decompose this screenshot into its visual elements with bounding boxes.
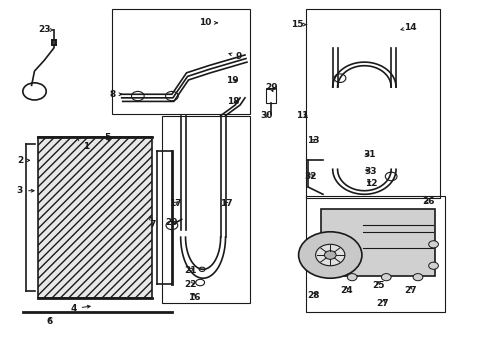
Text: 26: 26 bbox=[422, 197, 435, 206]
Text: 27: 27 bbox=[377, 299, 389, 308]
Text: 17: 17 bbox=[220, 199, 233, 208]
Text: 15: 15 bbox=[292, 20, 307, 29]
Text: 12: 12 bbox=[366, 179, 378, 188]
Circle shape bbox=[381, 274, 391, 281]
Polygon shape bbox=[320, 208, 435, 276]
Circle shape bbox=[429, 241, 439, 248]
Text: 7: 7 bbox=[149, 217, 156, 229]
Text: 1: 1 bbox=[78, 138, 90, 150]
Circle shape bbox=[324, 251, 336, 259]
Circle shape bbox=[298, 232, 362, 278]
Text: 20: 20 bbox=[166, 219, 178, 228]
Text: 27: 27 bbox=[404, 286, 417, 295]
Text: 30: 30 bbox=[260, 111, 272, 120]
Text: 18: 18 bbox=[226, 97, 239, 106]
Text: 4: 4 bbox=[70, 304, 90, 313]
Text: 29: 29 bbox=[265, 83, 278, 92]
Text: 6: 6 bbox=[47, 316, 53, 325]
Circle shape bbox=[413, 274, 423, 281]
Text: 9: 9 bbox=[229, 52, 243, 61]
Text: 5: 5 bbox=[104, 133, 111, 142]
Text: 22: 22 bbox=[184, 280, 196, 289]
Text: 10: 10 bbox=[199, 18, 217, 27]
Polygon shape bbox=[38, 137, 152, 298]
Text: 32: 32 bbox=[304, 172, 317, 181]
Circle shape bbox=[429, 262, 439, 269]
Text: 11: 11 bbox=[296, 111, 309, 120]
Text: 17: 17 bbox=[170, 199, 182, 208]
Text: 25: 25 bbox=[372, 281, 384, 290]
Text: 3: 3 bbox=[17, 186, 34, 195]
Circle shape bbox=[316, 244, 345, 266]
Text: 13: 13 bbox=[307, 136, 319, 145]
Text: 28: 28 bbox=[307, 291, 319, 300]
Text: 16: 16 bbox=[188, 293, 200, 302]
Text: 19: 19 bbox=[226, 76, 239, 85]
Text: 2: 2 bbox=[17, 156, 29, 165]
Text: 8: 8 bbox=[109, 90, 122, 99]
Text: 31: 31 bbox=[364, 150, 376, 159]
Text: 21: 21 bbox=[184, 266, 196, 275]
Text: 24: 24 bbox=[340, 286, 353, 295]
Text: 23: 23 bbox=[38, 26, 53, 35]
Circle shape bbox=[347, 274, 357, 281]
Text: 14: 14 bbox=[401, 23, 417, 32]
Text: 33: 33 bbox=[365, 167, 377, 176]
